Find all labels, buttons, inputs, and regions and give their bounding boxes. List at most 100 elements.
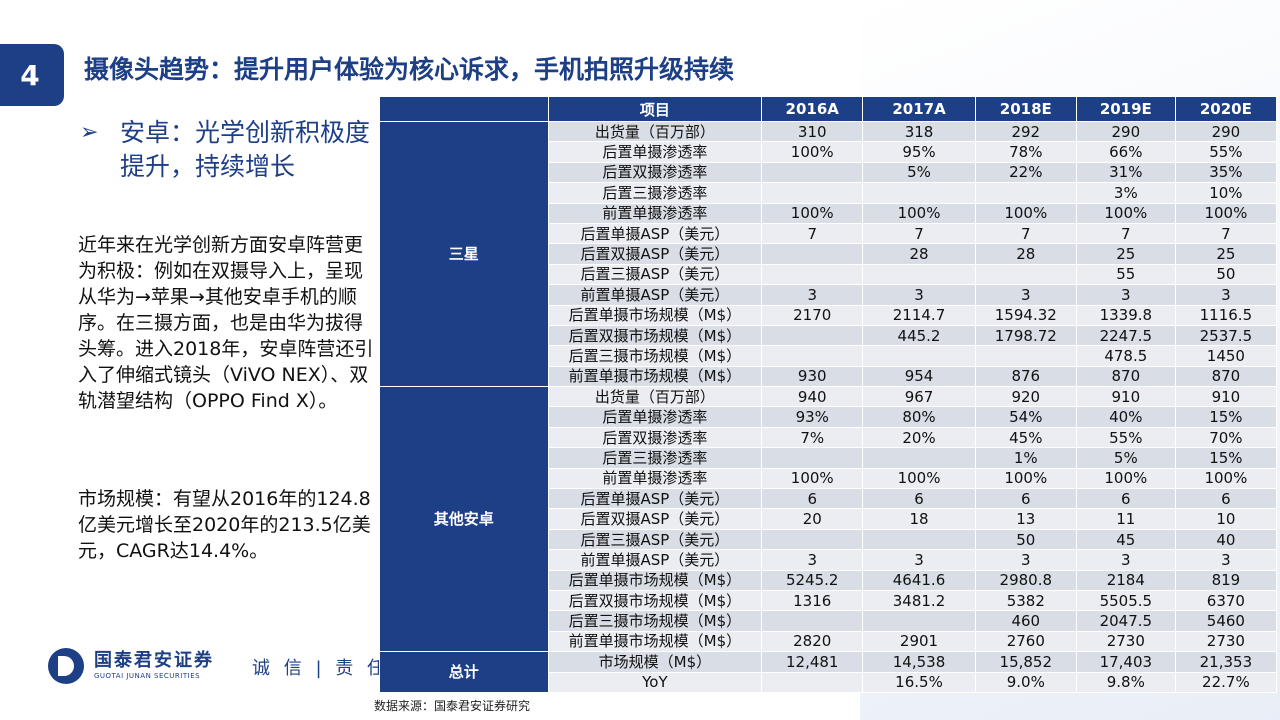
table-cell xyxy=(974,264,1077,286)
table-cell: 2047.5 xyxy=(1075,610,1176,632)
table-cell: 93% xyxy=(761,406,864,428)
table-cell: 7% xyxy=(761,427,864,449)
table-cell: 14,538 xyxy=(862,651,976,673)
table-cell: 31% xyxy=(1075,162,1176,184)
table-row: 后置三摄ASP（美元） 55 50 xyxy=(380,264,1278,286)
table-cell: 3 xyxy=(974,549,1077,571)
table-cell: 28 xyxy=(974,243,1077,265)
table-cell xyxy=(761,325,864,347)
table-cell: 100% xyxy=(974,203,1077,224)
table-row: 后置双摄ASP（美元） 20 18 13 11 10 xyxy=(380,508,1278,530)
table-cell: 930 xyxy=(761,366,864,388)
table-cell: 80% xyxy=(862,406,976,428)
table-cell: 2730 xyxy=(1075,631,1176,653)
table-cell: 40% xyxy=(1075,406,1176,428)
table-cell: 10% xyxy=(1174,182,1278,204)
row-label: 后置单摄渗透率 xyxy=(547,141,763,163)
table-cell: 45 xyxy=(1075,529,1176,551)
table-cell xyxy=(862,182,976,204)
table-cell: 7 xyxy=(1174,223,1278,245)
table-cell: 3 xyxy=(761,284,864,306)
table-cell: 2901 xyxy=(862,631,976,653)
table-cell: 870 xyxy=(1174,366,1278,388)
table-cell: 1798.72 xyxy=(974,325,1077,347)
table-cell: 100% xyxy=(1174,203,1278,224)
table-row: 前置单摄ASP（美元） 3 3 3 3 3 xyxy=(380,284,1278,306)
table-cell: 35% xyxy=(1174,162,1278,184)
logo-name-en: GUOTAI JUNAN SECURITIES xyxy=(94,672,201,680)
table-row: 后置双摄渗透率 5% 22% 31% 35% xyxy=(380,162,1278,184)
table-cell: 6 xyxy=(862,488,976,510)
group-label: 三星 xyxy=(379,121,549,388)
table-cell xyxy=(761,345,864,367)
table-cell: 40 xyxy=(1174,529,1278,551)
row-label: YoY xyxy=(547,672,763,693)
table-row: 后置双摄市场规模（M$） 1316 3481.2 5382 5505.5 6370 xyxy=(380,590,1278,612)
table-header-row: 项目 2016A 2017A 2018E 2019E 2020E xyxy=(379,96,1278,122)
table-cell: 310 xyxy=(761,121,864,143)
table-row: 前置单摄渗透率 100% 100% 100% 100% 100% xyxy=(380,468,1278,490)
row-label: 前置单摄渗透率 xyxy=(547,468,763,490)
table-cell: 870 xyxy=(1075,366,1176,388)
table-cell: 1339.8 xyxy=(1075,305,1176,326)
table-cell: 15% xyxy=(1174,447,1278,469)
table-cell: 10 xyxy=(1174,508,1278,530)
row-label: 前置单摄市场规模（M$） xyxy=(547,631,763,653)
table-cell: 2980.8 xyxy=(974,570,1077,591)
logo-mark-icon xyxy=(48,648,84,684)
row-label: 后置单摄市场规模（M$） xyxy=(547,570,763,591)
table-row: 后置三摄渗透率 3% 10% xyxy=(380,182,1278,204)
bullet-heading: ➢ 安卓：光学创新积极度提升，持续增长 xyxy=(80,116,380,184)
table-cell xyxy=(761,529,864,551)
table-cell: 1594.32 xyxy=(974,305,1077,326)
row-label: 前置单摄市场规模（M$） xyxy=(547,366,763,388)
table-cell: 20% xyxy=(862,427,976,449)
table-cell: 5% xyxy=(862,162,976,184)
table-cell: 2170 xyxy=(761,305,864,326)
table-cell: 460 xyxy=(974,610,1077,632)
table-cell: 1116.5 xyxy=(1174,305,1278,326)
table-cell: 21,353 xyxy=(1174,651,1278,673)
table-cell: 3481.2 xyxy=(862,590,976,612)
bullet-text: 安卓：光学创新积极度提升，持续增长 xyxy=(120,118,371,181)
table-cell: 3 xyxy=(1075,549,1176,571)
arrow-bullet-icon: ➢ xyxy=(80,120,99,145)
slide-number-badge: 4 xyxy=(0,44,64,106)
table-cell: 3 xyxy=(974,284,1077,306)
table-cell: 478.5 xyxy=(1075,345,1176,367)
table-row: 后置双摄市场规模（M$） 445.2 1798.72 2247.5 2537.5 xyxy=(380,325,1278,347)
table-cell: 445.2 xyxy=(862,325,976,347)
table-cell: 28 xyxy=(862,243,976,265)
table-row: 三星 出货量（百万部） 310 318 292 290 290 xyxy=(379,121,1278,388)
table-row: 后置三摄市场规模（M$） 478.5 1450 xyxy=(380,345,1278,367)
table-cell xyxy=(761,162,864,184)
table-cell: 100% xyxy=(862,468,976,490)
row-label: 后置双摄ASP（美元） xyxy=(547,508,763,530)
row-label: 后置三摄渗透率 xyxy=(547,447,763,469)
table-cell: 100% xyxy=(761,468,864,490)
table-cell: 1316 xyxy=(761,590,864,612)
table-cell xyxy=(761,447,864,469)
table-cell: 45% xyxy=(974,427,1077,449)
table-cell: 954 xyxy=(862,366,976,388)
table-cell: 6 xyxy=(1075,488,1176,510)
table-cell xyxy=(761,243,864,265)
table-cell: 5505.5 xyxy=(1075,590,1176,612)
table-cell: 100% xyxy=(974,468,1077,490)
header-item: 项目 xyxy=(547,96,763,122)
table-cell: 9.8% xyxy=(1075,672,1176,693)
table-cell: 16.5% xyxy=(862,672,976,693)
table-cell: 78% xyxy=(974,141,1077,163)
table-cell: 290 xyxy=(1075,121,1176,143)
table-cell: 3 xyxy=(862,549,976,571)
row-label: 后置单摄ASP（美元） xyxy=(547,488,763,510)
header-2020e: 2020E xyxy=(1174,96,1278,122)
table-cell: 910 xyxy=(1075,386,1176,408)
row-label: 出货量（百万部） xyxy=(547,386,763,408)
table-cell: 3 xyxy=(862,284,976,306)
table-cell: 95% xyxy=(862,141,976,163)
row-label: 前置单摄渗透率 xyxy=(547,203,763,224)
row-label: 出货量（百万部） xyxy=(547,121,763,143)
row-label: 后置双摄市场规模（M$） xyxy=(547,590,763,612)
row-label: 前置单摄ASP（美元） xyxy=(547,549,763,571)
